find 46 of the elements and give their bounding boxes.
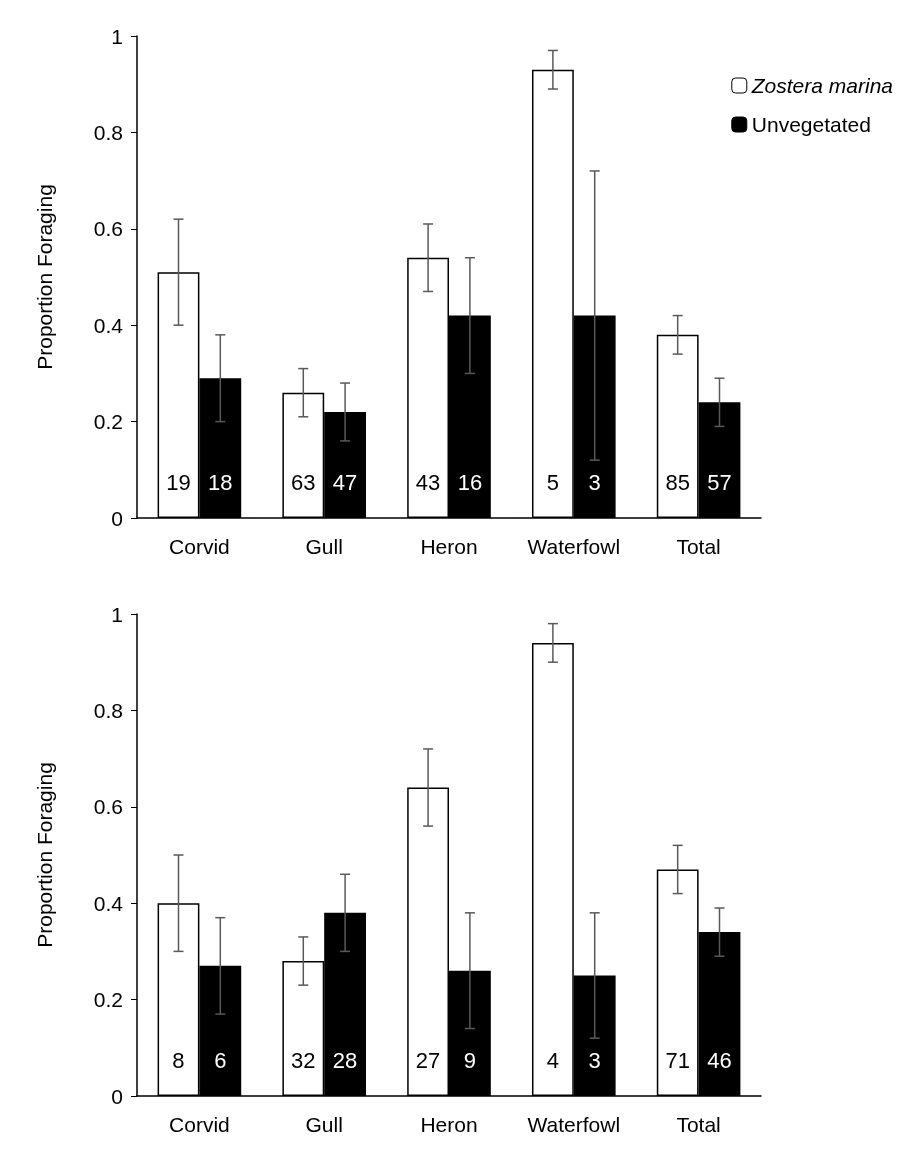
y-tick-label: 0 [111, 506, 123, 530]
annotation: 27 [415, 1048, 441, 1074]
annotation: 3 [588, 1048, 601, 1074]
x-tick-label: Heron [420, 535, 478, 558]
annotation: 85 [665, 470, 690, 496]
annotation: 18 [208, 470, 233, 496]
annotation: 9 [463, 1048, 477, 1074]
y-tick-label: 0.8 [93, 698, 123, 722]
annotation: 57 [707, 470, 732, 496]
annotation: 3 [588, 470, 601, 496]
annotation: 4 [546, 1048, 560, 1074]
annotation: 46 [707, 1048, 732, 1074]
annotation: 19 [166, 470, 191, 496]
x-tick-label: Gull [305, 1113, 343, 1136]
x-tick-label: Waterfowl [527, 535, 621, 558]
y-tick-label: 0.8 [93, 120, 123, 144]
annotation: 5 [546, 470, 560, 496]
y-axis-title: Proportion Foraging [33, 184, 56, 370]
annotation: 63 [291, 470, 316, 496]
y-tick-label: 0.4 [93, 891, 124, 915]
y-tick-label: 1 [111, 24, 123, 48]
y-tick-label: 0.2 [93, 410, 123, 434]
annotation: 28 [332, 1048, 358, 1074]
annotation: 43 [415, 470, 441, 496]
x-tick-label: Gull [305, 535, 343, 558]
x-tick-label: Heron [420, 1113, 478, 1136]
annotation: 8 [172, 1048, 185, 1074]
x-tick-label: Corvid [169, 1113, 230, 1136]
legend-label: Zostera marina [750, 74, 893, 97]
y-tick-label: 0 [111, 1084, 123, 1108]
x-tick-label: Total [676, 1113, 721, 1136]
annotation: 47 [332, 470, 358, 496]
annotation: 32 [291, 1048, 316, 1074]
y-axis-title: Proportion Foraging [33, 762, 56, 948]
annotation: 16 [457, 470, 483, 496]
x-tick-label: Corvid [169, 535, 230, 558]
y-tick-label: 1 [111, 602, 123, 626]
y-tick-label: 0.6 [93, 217, 123, 241]
annotation: 71 [665, 1048, 690, 1074]
x-tick-label: Total [676, 535, 721, 558]
annotation: 6 [214, 1048, 227, 1074]
legend-label: Unvegetated [751, 113, 871, 136]
y-tick-label: 0.2 [93, 988, 123, 1012]
y-tick-label: 0.6 [93, 795, 123, 819]
y-tick-label: 0.4 [93, 313, 124, 337]
x-tick-label: Waterfowl [527, 1113, 621, 1136]
